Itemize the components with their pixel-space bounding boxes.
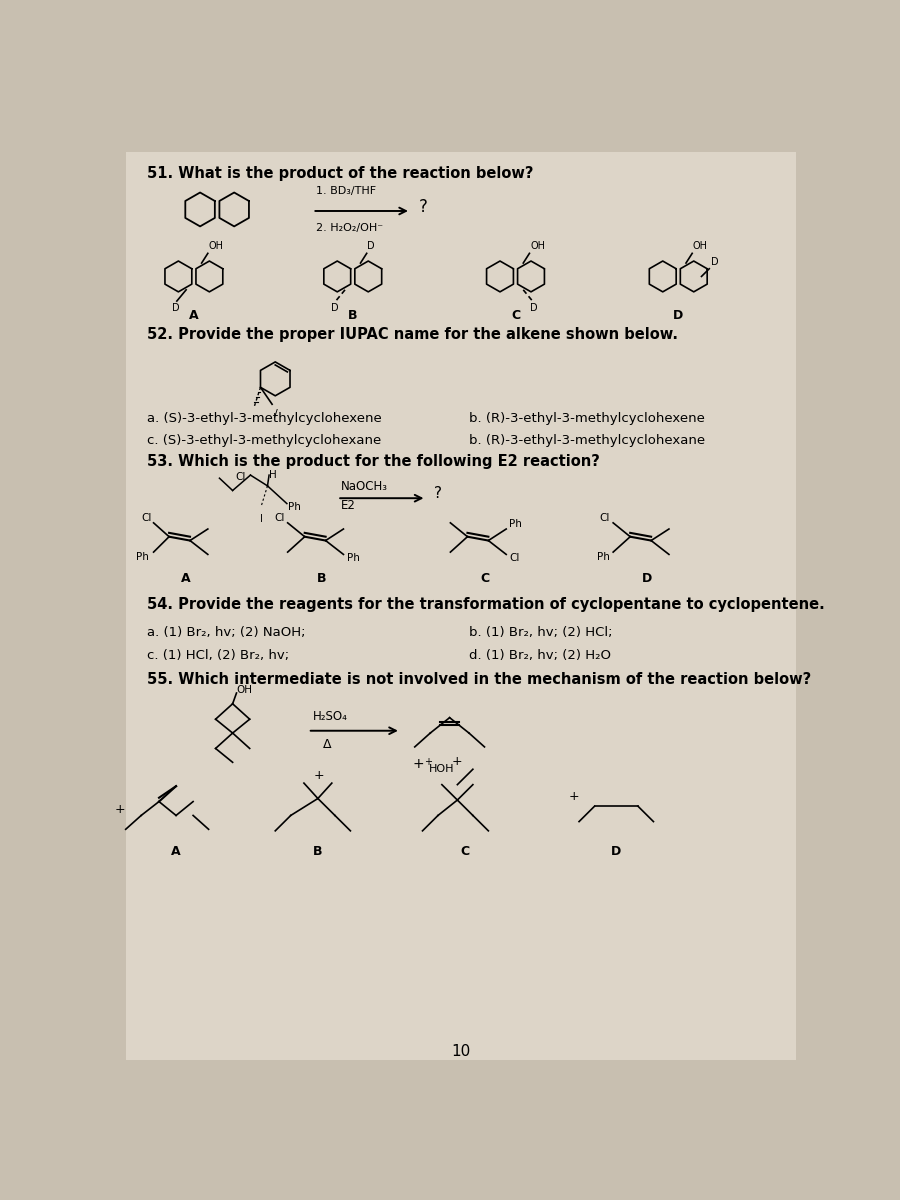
Text: 1. BD₃/THF: 1. BD₃/THF xyxy=(316,186,375,197)
FancyBboxPatch shape xyxy=(126,151,796,1061)
Text: 51. What is the product of the reaction below?: 51. What is the product of the reaction … xyxy=(148,166,534,180)
Text: D: D xyxy=(529,304,537,313)
Text: b. (R)-3-ethyl-3-methylcyclohexane: b. (R)-3-ethyl-3-methylcyclohexane xyxy=(469,433,705,446)
Text: I: I xyxy=(260,514,263,523)
Text: +: + xyxy=(115,803,126,816)
Text: +: + xyxy=(452,755,463,768)
Text: H: H xyxy=(269,470,277,480)
Text: OH: OH xyxy=(530,241,545,251)
Text: a. (S)-3-ethyl-3-methylcyclohexene: a. (S)-3-ethyl-3-methylcyclohexene xyxy=(148,412,382,425)
Text: A: A xyxy=(189,308,199,322)
Text: D: D xyxy=(367,241,375,251)
Text: Cl: Cl xyxy=(141,514,151,523)
Text: C: C xyxy=(461,845,470,858)
Text: OH: OH xyxy=(693,241,708,251)
Text: Cl: Cl xyxy=(236,472,246,481)
Text: Ph: Ph xyxy=(346,553,359,563)
Text: b. (1) Br₂, hv; (2) HCl;: b. (1) Br₂, hv; (2) HCl; xyxy=(469,626,613,640)
Text: 2. H₂O₂/OH⁻: 2. H₂O₂/OH⁻ xyxy=(316,222,382,233)
Text: c. (S)-3-ethyl-3-methylcyclohexane: c. (S)-3-ethyl-3-methylcyclohexane xyxy=(148,433,382,446)
Text: Ph: Ph xyxy=(288,503,302,512)
Text: HOH: HOH xyxy=(428,764,454,774)
Text: C: C xyxy=(511,308,520,322)
Text: D: D xyxy=(673,308,683,322)
Text: +: + xyxy=(424,756,432,767)
Text: A: A xyxy=(171,845,181,858)
Text: c. (1) HCl, (2) Br₂, hv;: c. (1) HCl, (2) Br₂, hv; xyxy=(148,649,290,662)
Text: 52. Provide the proper IUPAC name for the alkene shown below.: 52. Provide the proper IUPAC name for th… xyxy=(148,328,679,342)
Text: A: A xyxy=(181,572,191,586)
Text: Δ: Δ xyxy=(323,738,332,751)
Text: OH: OH xyxy=(209,241,223,251)
Text: B: B xyxy=(317,572,327,586)
Text: Cl: Cl xyxy=(509,553,519,563)
Text: Ph: Ph xyxy=(598,552,610,562)
Text: 55. Which intermediate is not involved in the mechanism of the reaction below?: 55. Which intermediate is not involved i… xyxy=(148,672,812,688)
Text: D: D xyxy=(642,572,652,586)
Text: d. (1) Br₂, hv; (2) H₂O: d. (1) Br₂, hv; (2) H₂O xyxy=(469,649,611,662)
Text: 53. Which is the product for the following E2 reaction?: 53. Which is the product for the followi… xyxy=(148,454,600,468)
Text: b. (R)-3-ethyl-3-methylcyclohexene: b. (R)-3-ethyl-3-methylcyclohexene xyxy=(469,412,705,425)
Text: E2: E2 xyxy=(341,499,356,512)
Text: Ph: Ph xyxy=(136,552,149,562)
Text: H₂SO₄: H₂SO₄ xyxy=(312,710,347,724)
Text: D: D xyxy=(711,257,718,268)
Text: +: + xyxy=(314,769,325,782)
Text: B: B xyxy=(313,845,322,858)
Text: +: + xyxy=(413,757,425,770)
Text: +: + xyxy=(568,790,579,803)
Text: OH: OH xyxy=(237,684,253,695)
Text: NaOCH₃: NaOCH₃ xyxy=(341,480,388,493)
Text: 54. Provide the reagents for the transformation of cyclopentane to cyclopentene.: 54. Provide the reagents for the transfo… xyxy=(148,596,825,612)
Text: D: D xyxy=(331,304,338,313)
Text: 10: 10 xyxy=(452,1044,471,1058)
Text: Cl: Cl xyxy=(599,514,610,523)
Text: Ph: Ph xyxy=(509,518,522,529)
Text: D: D xyxy=(172,304,180,313)
Text: a. (1) Br₂, hv; (2) NaOH;: a. (1) Br₂, hv; (2) NaOH; xyxy=(148,626,306,640)
Text: ?: ? xyxy=(434,486,442,502)
Text: B: B xyxy=(348,308,357,322)
Text: ?: ? xyxy=(418,198,427,216)
Text: Cl: Cl xyxy=(274,514,284,523)
Text: C: C xyxy=(480,572,489,586)
Text: D: D xyxy=(611,845,621,858)
Text: /: / xyxy=(274,409,277,419)
